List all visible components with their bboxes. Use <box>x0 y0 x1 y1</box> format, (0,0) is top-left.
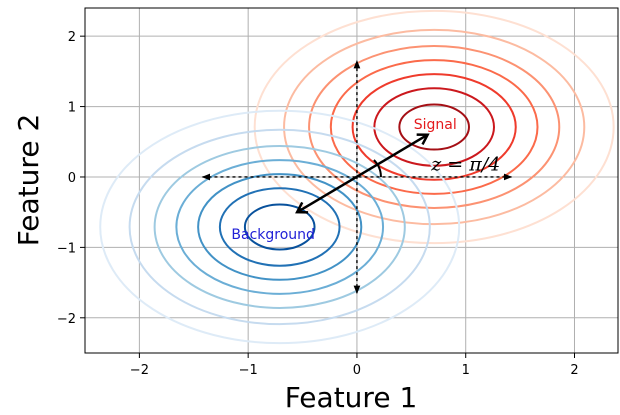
signal-contour-line <box>398 103 470 151</box>
z-arrow-head-signal <box>416 133 430 146</box>
background-contour-line <box>153 145 406 309</box>
signal-label: Signal <box>414 117 457 133</box>
signal-contour-line <box>308 45 561 209</box>
signal-contour-line <box>283 28 586 226</box>
y-tick-label: 0 <box>68 171 76 186</box>
signal-contour-line <box>253 9 615 245</box>
x-tick-label: 0 <box>353 363 361 378</box>
contour-layers <box>99 9 615 345</box>
y-tick-label: 2 <box>68 30 76 45</box>
x-tick-label: 1 <box>462 363 470 378</box>
signal-contour-line <box>329 59 539 195</box>
background-label: Background <box>231 227 315 243</box>
x-axis-label: Feature 1 <box>285 381 418 414</box>
background-contour-line <box>128 128 431 326</box>
background-contour-line <box>175 159 385 295</box>
x-tick-label: −2 <box>130 363 149 378</box>
background-contour-line <box>99 109 461 345</box>
angle-arc <box>373 159 382 178</box>
x-tick-label: 2 <box>570 363 578 378</box>
annotation-layer: Signal Background z = π/4 <box>201 59 513 294</box>
y-tick-label: −1 <box>57 241 76 256</box>
axis-ticks: −2 −1 0 1 2 −2 −1 0 1 2 <box>57 30 579 378</box>
y-tick-label: 1 <box>68 101 76 116</box>
x-tick-label: −1 <box>239 363 258 378</box>
background-contour-line <box>218 187 341 267</box>
plot-frame <box>84 7 619 354</box>
background-contours <box>99 109 461 345</box>
background-contour-line <box>243 203 316 251</box>
signal-contours <box>253 9 615 245</box>
y-axis-label: Feature 2 <box>12 114 45 247</box>
y-tick-label: −2 <box>57 312 76 327</box>
z-arrow-head-background <box>295 201 309 214</box>
signal-contour-line <box>373 87 495 167</box>
z-angle-label: z = π/4 <box>430 153 500 175</box>
z-direction-arrow-shaft <box>296 133 429 214</box>
